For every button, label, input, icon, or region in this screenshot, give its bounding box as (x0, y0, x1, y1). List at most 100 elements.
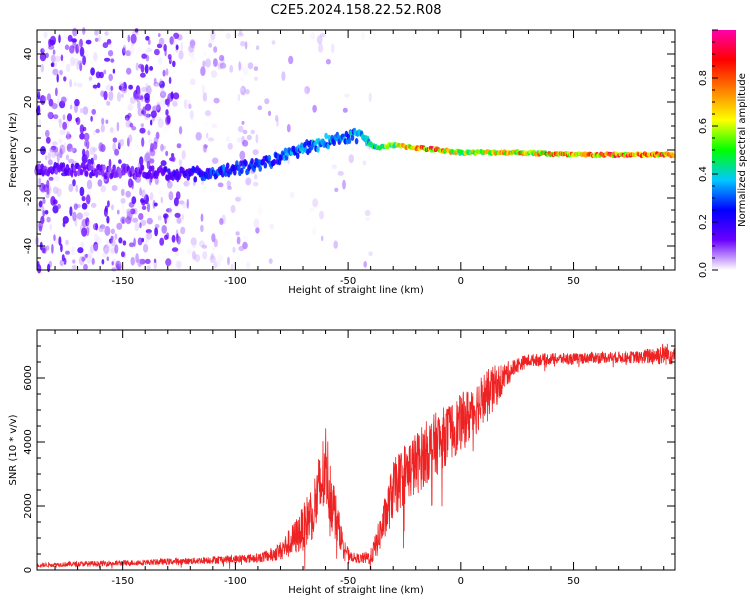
spectrogram-speckle (143, 243, 149, 253)
spectrogram-speckle (103, 244, 110, 255)
spectrogram-speckle (96, 236, 102, 245)
spectrogram-speckle (58, 118, 62, 129)
spectrogram-speckle (188, 44, 195, 53)
spectrogram-speckle (109, 127, 114, 133)
spectrogram-speckle (131, 126, 137, 131)
spectrogram-speckle (88, 76, 93, 81)
spectrogram-speckle (171, 156, 176, 163)
spectrogram-speckle (163, 125, 170, 133)
spectrogram-speckle (271, 40, 276, 45)
spectrogram-speckle (124, 117, 129, 128)
spectrogram-speckle (91, 108, 96, 115)
spectrogram-speckle (47, 151, 52, 161)
spectrogram-speckle (289, 191, 295, 199)
spectrogram-speckle (255, 227, 260, 234)
spectrogram-speckle (80, 241, 85, 249)
spectrogram-speckle (139, 127, 146, 134)
spectrogram-speckle (189, 78, 196, 86)
spectrogram-speckle (41, 246, 46, 254)
spectrogram-speckle (200, 66, 206, 77)
colorbar-tick-label: 0.4 (698, 166, 709, 182)
spectrogram-speckle (117, 139, 122, 148)
spectrogram-speckle (82, 106, 89, 115)
spectrogram-speckle (235, 196, 242, 202)
colorbar-tick-label: 0.0 (698, 262, 709, 278)
spectrogram-speckle (144, 258, 151, 264)
spectrogram-speckle (207, 137, 215, 142)
spectrogram-speckle (48, 38, 52, 48)
snr-y-tick-label: 4000 (23, 429, 34, 454)
spectrogram-ridge-point (95, 170, 99, 177)
spectrogram-speckle (337, 170, 344, 176)
spectrogram-speckle (81, 227, 87, 237)
spectrogram-ridge-point (263, 162, 268, 169)
spectrogram-speckle (103, 69, 107, 75)
spectrogram-x-tick-label: -150 (111, 276, 134, 287)
spectrogram-speckle (203, 51, 207, 56)
spectrogram-speckle (38, 220, 44, 230)
spectrogram-speckle (204, 110, 212, 117)
spectrogram-speckle (215, 103, 218, 108)
spectrogram-speckle (176, 217, 182, 224)
spectrogram-speckle (92, 84, 98, 89)
spectrogram-x-tick-label: -100 (224, 276, 247, 287)
spectrogram-speckle (69, 206, 73, 217)
snr-y-tick-label: 6000 (23, 365, 34, 390)
spectrogram-speckle (42, 209, 45, 217)
spectrogram-speckle (130, 208, 136, 215)
spectrogram-speckle (72, 211, 77, 222)
spectrogram-speckle (242, 139, 249, 147)
spectrogram-speckle (210, 70, 218, 78)
spectrogram-speckle (243, 235, 248, 241)
spectrogram-speckle (240, 40, 246, 47)
spectrogram-speckle (116, 121, 120, 132)
spectrogram-speckle (156, 101, 161, 111)
spectrogram-speckle (50, 62, 54, 67)
spectrogram-speckle (146, 47, 153, 53)
spectrogram-speckle (127, 103, 134, 111)
spectrogram-speckle (176, 143, 182, 149)
spectrogram-ridge-point (112, 164, 116, 171)
spectrogram-speckle (208, 38, 215, 45)
spectrogram-speckle (127, 178, 133, 188)
spectrogram-speckle (244, 41, 248, 50)
spectrogram-speckle (66, 143, 73, 152)
spectrogram-speckle (108, 50, 114, 57)
spectrogram-speckle (117, 209, 120, 215)
snr-series-line (36, 343, 676, 570)
spectrogram-speckle (230, 263, 234, 271)
spectrogram-y-axis-label: Frequency (Hz) (8, 112, 19, 188)
spectrogram-speckle (135, 141, 139, 149)
spectrogram-speckle (146, 265, 151, 270)
spectrogram-speckle (65, 154, 69, 161)
spectrogram-speckle (38, 118, 42, 129)
spectrogram-speckle (114, 148, 120, 156)
spectrogram-speckle (246, 134, 252, 141)
spectrogram-speckle (40, 188, 46, 193)
snr-background (37, 330, 675, 570)
spectrogram-speckle (223, 231, 227, 238)
spectrogram-speckle (154, 48, 160, 56)
spectrogram-speckle (42, 95, 47, 102)
spectrogram-speckle (56, 187, 62, 197)
spectrogram-speckle (52, 199, 58, 205)
spectrogram-speckle (114, 233, 118, 240)
spectrogram-speckle (47, 159, 53, 166)
spectrogram-speckle (129, 122, 134, 128)
spectrogram-speckle (363, 261, 368, 268)
spectrogram-speckle (226, 180, 231, 188)
spectrogram-speckle (69, 45, 75, 54)
spectrogram-speckle (242, 66, 249, 77)
spectrogram-speckle (132, 217, 139, 223)
spectrogram-speckle (79, 107, 83, 114)
snr-panel: -150 -100 -50 0 50 0 2000 4000 6000 Height of st… (8, 329, 676, 596)
spectrogram-speckle (127, 152, 132, 162)
spectrogram-speckle (239, 150, 246, 161)
spectrogram-speckle (105, 119, 109, 124)
spectrogram-speckle (168, 76, 172, 84)
spectrogram-speckle (42, 198, 46, 205)
spectrogram-speckle (70, 104, 73, 110)
spectrogram-speckle (237, 125, 244, 133)
spectrogram-speckle (109, 126, 116, 135)
spectrogram-speckle (365, 216, 371, 222)
